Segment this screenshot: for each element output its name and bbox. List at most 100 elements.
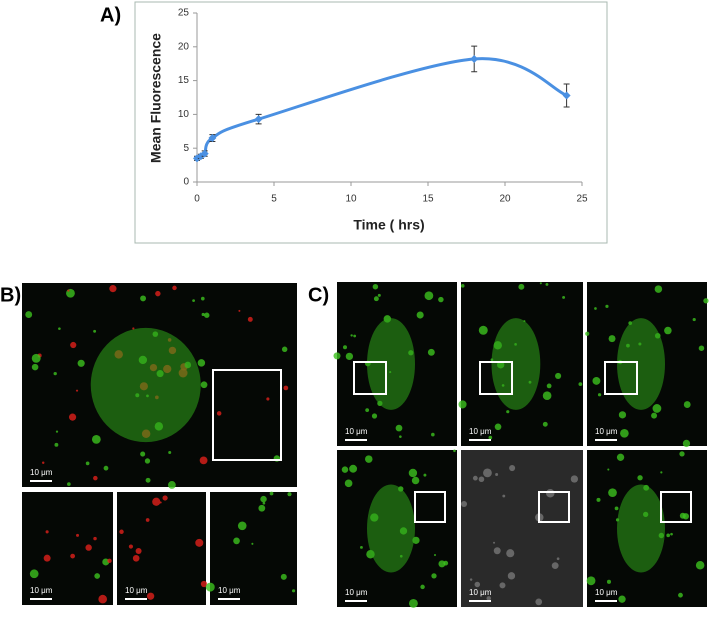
cell-body [617,484,665,573]
y-axis-label: Mean Fluorescence [148,33,164,163]
scale-bar-label: 10 μm [125,586,148,595]
cell-spot [344,479,353,488]
cell-spot [167,481,176,489]
cell-spot [54,442,59,447]
cell-spot [31,353,41,363]
cell-spot [679,451,685,457]
cell-spot [499,582,506,589]
cell-spot [201,312,205,317]
data-point [470,54,479,63]
cell-spot [70,553,76,559]
inset-box [604,361,638,395]
cell-spot [682,439,691,448]
cell-spot [237,521,247,531]
cell-spot [608,488,617,498]
cell-spot [637,475,643,481]
cell-spot [200,580,208,588]
cell-spot [420,584,425,590]
cell-spot [93,475,98,481]
cell-spot [373,296,379,302]
scale-bar-label: 10 μm [30,468,53,477]
cell-spot [506,549,515,558]
cell-spot [555,372,562,380]
cell-spot [660,471,663,474]
cell-spot [618,411,627,419]
cell-spot [140,295,147,302]
panel-label: B) [0,284,21,306]
cell-spot [107,558,112,564]
cell-spot [416,311,424,319]
cell-spot [292,589,296,593]
cell-spot [200,296,205,301]
cell-body [367,318,415,410]
cell-spot [287,492,292,497]
cell-spot [67,482,71,486]
cell-spot [197,359,206,367]
cell-spot [620,428,629,438]
inset-box [353,361,387,395]
cell-spot [135,547,142,554]
cell-spot [478,325,488,335]
cell-body [491,318,541,410]
cell-spot [128,544,134,549]
cell-spot [280,573,287,580]
cell-spot [58,327,61,330]
cell-body [617,318,665,410]
cell-spot [535,598,543,606]
cell-spot [192,299,195,302]
cell-spot [372,284,379,290]
cell-spot [698,345,705,351]
micrograph [117,492,206,605]
cell-spot [423,473,427,477]
cell-spot [431,432,435,437]
cell-spot [509,465,516,472]
cell-spot [551,562,559,570]
cell-spot [238,309,241,312]
cell-spot [494,423,502,431]
cell-spot [269,491,274,496]
cell-spot [205,582,215,592]
cell-spot [98,594,108,604]
cell-spot [55,430,59,433]
cell-spot [408,468,418,478]
x-tick-label: 25 [576,194,588,205]
cell-spot [341,466,349,473]
cell-spot [474,581,481,588]
cell-spot [91,435,101,444]
cell-spot [586,576,596,586]
cell-spot [77,359,85,367]
cell-spot [438,560,446,568]
cell-spot [493,541,496,544]
cell-spot [233,537,240,545]
cell-spot [204,312,210,318]
cell-spot [76,533,80,537]
cell-spot [488,435,493,440]
scale-bar-label: 10 μm [469,427,492,436]
cell-spot [93,536,97,541]
cell-spot [103,465,109,471]
cell-spot [67,289,70,292]
cell-spot [199,456,208,465]
panel-label: A) [100,4,121,26]
cell-spot [678,592,683,598]
cell-spot [93,329,97,333]
cell-spot [614,506,619,511]
cell-spot [433,554,437,557]
cell-spot [345,352,354,361]
cell-spot [670,532,673,536]
cell-spot [542,391,552,401]
cell-spot [119,529,124,534]
data-point [562,91,571,100]
y-tick-label: 10 [178,109,190,120]
scale-bar-label: 10 μm [595,427,618,436]
cell-spot [132,554,140,562]
cell-spot [411,476,420,485]
cell-spot [31,363,39,371]
x-tick-label: 15 [422,194,434,205]
cell-spot [542,421,548,427]
cell-spot [427,348,435,356]
inset-box [660,491,692,523]
x-tick-label: 5 [271,194,277,205]
cell-spot [350,334,353,337]
